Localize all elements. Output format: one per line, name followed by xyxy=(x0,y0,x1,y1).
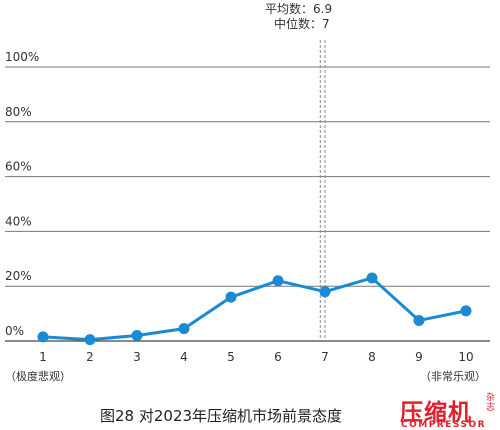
x-tick-label: 10 xyxy=(458,350,473,364)
logo-sub-text: COMPRESSOR xyxy=(401,420,487,430)
magazine-logo: 压缩机 杂志 COMPRESSOR xyxy=(400,393,500,430)
x-tick-label: 6 xyxy=(274,350,282,364)
y-tick-label: 0% xyxy=(5,324,24,338)
data-point xyxy=(225,291,237,303)
data-point xyxy=(366,272,378,284)
data-point xyxy=(460,305,472,317)
x-tick-label: 2 xyxy=(86,350,94,364)
x-right-end-label: （非常乐观） xyxy=(420,370,486,383)
x-tick-label: 9 xyxy=(415,350,423,364)
data-point xyxy=(178,323,190,335)
logo-side-text: 杂志 xyxy=(486,393,496,413)
x-tick-label: 4 xyxy=(180,350,188,364)
line-chart: 0% 20% 40% 60% 80% 100% 1 2 3 4 5 6 7 8 9 10 xyxy=(5,40,490,364)
y-tick-label: 80% xyxy=(5,105,32,119)
series-line xyxy=(42,276,467,342)
x-tick-label: 8 xyxy=(368,350,376,364)
data-point xyxy=(413,314,425,326)
y-tick-label: 40% xyxy=(5,214,32,228)
mean-annotation: 平均数：6.9 xyxy=(265,2,333,16)
y-tick-label: 100% xyxy=(5,50,39,64)
x-left-end-label: （极度悲观） xyxy=(5,370,71,383)
data-point xyxy=(272,275,284,287)
data-point xyxy=(131,330,143,342)
data-point xyxy=(84,334,96,346)
figure-caption: 图28 对2023年压缩机市场前景态度 xyxy=(100,407,343,425)
x-tick-label: 1 xyxy=(39,350,47,364)
y-tick-label: 20% xyxy=(5,269,32,283)
x-tick-label: 5 xyxy=(227,350,235,364)
data-point xyxy=(319,286,331,298)
data-point xyxy=(37,331,49,343)
x-tick-label: 3 xyxy=(133,350,141,364)
median-annotation: 中位数：7 xyxy=(274,17,330,31)
x-tick-label: 7 xyxy=(321,350,329,364)
y-tick-label: 60% xyxy=(5,160,32,174)
logo-main-text: 压缩机 xyxy=(400,400,472,426)
